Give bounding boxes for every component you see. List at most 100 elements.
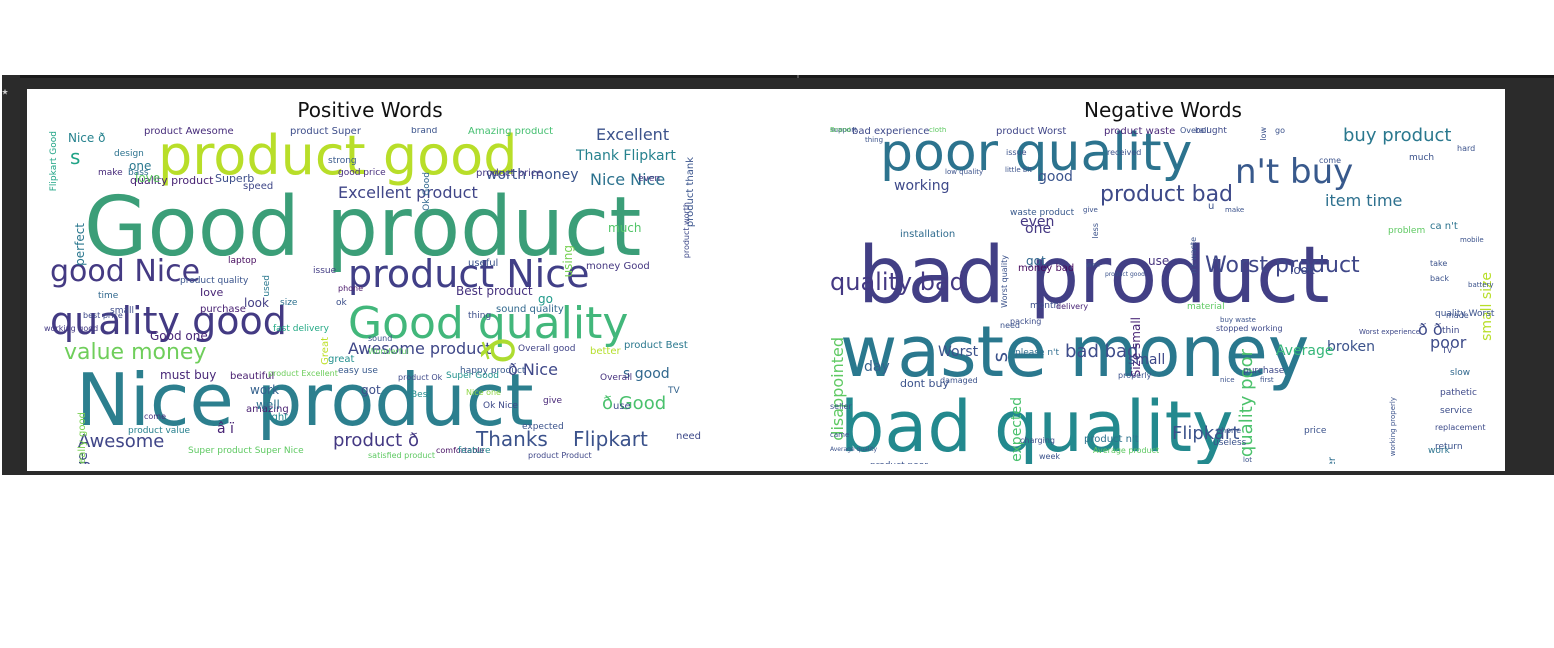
positive-word: laptop xyxy=(228,256,257,266)
negative-word: small xyxy=(1128,352,1166,368)
positive-word: Excellent product xyxy=(338,183,478,202)
negative-word: return xyxy=(1435,442,1463,452)
negative-word: bad bad xyxy=(1065,341,1139,362)
positive-word: Awesome product xyxy=(348,339,492,358)
positive-word: best price xyxy=(83,311,123,320)
positive-word: Best product xyxy=(456,284,533,298)
positive-word: money Good xyxy=(586,261,650,272)
negative-word: mobile xyxy=(1460,236,1484,244)
positive-wordcloud: Good product Nice product product good Good… xyxy=(38,127,704,464)
positive-word: need xyxy=(676,431,701,442)
positive-word: phone xyxy=(338,284,364,293)
positive-word: ð Good xyxy=(602,393,667,414)
positive-word: go xyxy=(538,292,553,306)
positive-word: Super product Super Nice xyxy=(188,446,304,456)
positive-word: make xyxy=(98,168,123,178)
positive-word: good Nice xyxy=(50,254,201,289)
positive-word: Great xyxy=(320,337,331,365)
positive-word: Super Good xyxy=(446,371,499,381)
positive-word: small xyxy=(110,306,134,316)
negative-word: working properly xyxy=(1389,397,1397,457)
negative-word: week xyxy=(1039,452,1061,461)
positive-word: used xyxy=(262,275,272,297)
negative-word: buy waste xyxy=(1220,316,1256,324)
negative-word: bad quality xyxy=(840,386,1234,464)
negative-word: quality Worst xyxy=(1435,309,1495,319)
positive-word: ok xyxy=(336,298,347,308)
positive-word: look xyxy=(244,296,269,310)
positive-word: Iove xyxy=(200,286,224,299)
negative-word: money bad xyxy=(1018,263,1075,274)
positive-word: Ok Nice xyxy=(483,401,518,411)
positive-word: product worth xyxy=(682,202,691,259)
positive-word: one xyxy=(129,159,152,173)
wordcloud-figure: Positive Words Good product Nice product p… xyxy=(27,89,1505,471)
negative-word: product poor xyxy=(870,462,928,465)
positive-word: much xyxy=(608,221,642,235)
negative-word: first xyxy=(1260,376,1274,384)
positive-word: Awesome xyxy=(78,431,165,452)
positive-word: s good xyxy=(623,366,670,382)
positive-word: good price xyxy=(338,168,386,178)
output-prompt-icon[interactable]: ⋆ xyxy=(0,82,11,101)
negative-word: Flipkart xyxy=(1172,423,1240,444)
positive-word: Nice ð xyxy=(68,131,106,145)
negative-word: product waste xyxy=(1104,127,1176,137)
negative-word: thing xyxy=(865,136,884,144)
negative-word: price xyxy=(1304,426,1327,436)
positive-word: product good xyxy=(158,127,518,187)
negative-word: item time xyxy=(1325,191,1403,210)
negative-word: service xyxy=(1440,406,1473,416)
positive-word: sound quality xyxy=(496,304,564,315)
negative-word: Worst quality xyxy=(1000,255,1009,308)
negative-word: Brand xyxy=(830,127,851,134)
negative-word: poor quality xyxy=(880,127,1193,183)
negative-word: bad product xyxy=(858,231,1330,321)
positive-word: quality product xyxy=(130,174,214,187)
positive-word: value money xyxy=(64,340,207,365)
negative-word: Worst product xyxy=(1205,253,1360,278)
positive-words-title: Positive Words xyxy=(297,98,443,122)
negative-word: replacement xyxy=(1435,423,1486,432)
negative-word: cloth xyxy=(929,127,947,134)
negative-word: issue xyxy=(1006,148,1027,157)
negative-word: TV xyxy=(1442,346,1453,355)
negative-word: waste money xyxy=(840,311,1310,393)
positive-word: product Excellent xyxy=(268,369,338,378)
negative-word: battery xyxy=(1468,281,1494,289)
positive-word: got xyxy=(361,383,381,397)
positive-word: satisfied product xyxy=(368,451,435,460)
negative-word: got xyxy=(1026,254,1046,268)
negative-word: make xyxy=(1225,206,1245,214)
negative-word: expected xyxy=(1009,397,1025,462)
positive-word: speed xyxy=(243,181,274,192)
negative-wordcloud: bad product waste money bad quality poor qu… xyxy=(830,127,1498,464)
positive-word: product Super xyxy=(290,127,361,137)
negative-word: need xyxy=(1000,321,1020,330)
positive-word: Nice one xyxy=(466,388,501,397)
negative-word: Average product xyxy=(1093,446,1160,455)
negative-word: look xyxy=(1290,263,1315,277)
positive-word: size xyxy=(280,298,298,308)
positive-word: product ð xyxy=(333,430,419,451)
negative-word: broken xyxy=(1327,339,1375,355)
negative-word: useless xyxy=(1213,438,1247,448)
negative-word: take xyxy=(1430,259,1448,268)
positive-word: Thank Flipkart xyxy=(576,148,676,164)
positive-word: issue xyxy=(313,266,337,276)
negative-word: good xyxy=(1038,169,1073,185)
positive-word: purchase xyxy=(200,304,246,315)
negative-word: Average xyxy=(1276,343,1334,359)
positive-word: Good quality xyxy=(348,298,629,349)
negative-word: one xyxy=(1025,221,1052,237)
positive-word: bass xyxy=(128,168,149,178)
positive-word: design xyxy=(114,149,144,159)
negative-word: disappointed xyxy=(830,337,847,441)
positive-word: beautiful xyxy=(230,371,275,382)
positive-word: TV xyxy=(668,386,680,396)
positive-word: Amazing product xyxy=(468,127,554,137)
negative-word: ca n't xyxy=(1430,221,1458,232)
negative-word: bad experience xyxy=(852,127,930,137)
output-separator-line xyxy=(20,75,1554,78)
negative-word: purchase xyxy=(1243,366,1285,376)
